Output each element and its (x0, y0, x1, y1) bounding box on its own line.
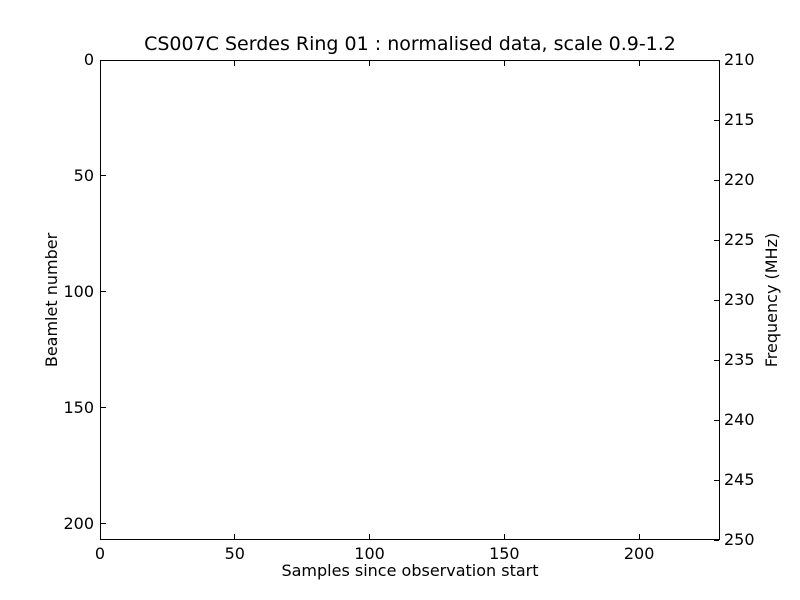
y-right-tick-mark (714, 59, 719, 61)
y-left-tick-mark (101, 523, 106, 525)
x-tick-mark-top (369, 61, 371, 66)
y-left-tick-label: 200 (63, 513, 94, 533)
x-tick-label: 50 (224, 544, 245, 563)
y-right-tick-mark (714, 299, 719, 301)
y-right-tick-mark (714, 359, 719, 361)
x-tick-mark-top (234, 61, 236, 66)
y-left-tick-label: 150 (63, 397, 94, 417)
y-left-tick-mark (101, 59, 106, 61)
y-left-tick-mark (101, 291, 106, 293)
y-right-tick-mark (714, 119, 719, 121)
x-tick-mark-top (503, 61, 505, 66)
y-right-tick-label: 225 (724, 230, 755, 249)
y-right-tick-label: 235 (724, 350, 755, 369)
y-right-tick-mark (714, 539, 719, 541)
x-tick-label: 100 (354, 544, 385, 563)
x-tick-label: 0 (94, 544, 106, 563)
y-left-tick-label: 100 (63, 281, 94, 301)
y-left-tick-mark (101, 407, 106, 409)
x-tick-mark (503, 534, 505, 539)
chart-title: CS007C Serdes Ring 01 : normalised data,… (144, 33, 676, 55)
y-right-tick-mark (714, 479, 719, 481)
x-tick-mark-top (99, 61, 101, 66)
y-right-tick-mark (714, 419, 719, 421)
x-tick-mark (638, 534, 640, 539)
plot-area (100, 60, 720, 540)
x-tick-label: 150 (489, 544, 520, 563)
y-right-tick-label: 245 (724, 470, 755, 489)
x-axis-label: Samples since observation start (281, 561, 539, 580)
y-left-tick-mark (101, 175, 106, 177)
x-tick-mark-top (638, 61, 640, 66)
y-right-tick-label: 220 (724, 170, 755, 189)
y-left-tick-label: 50 (73, 165, 94, 185)
y-right-tick-mark (714, 239, 719, 241)
y-right-tick-mark (714, 179, 719, 181)
y-right-tick-label: 210 (724, 50, 755, 69)
x-tick-label: 200 (623, 544, 655, 563)
y-right-tick-label: 250 (724, 530, 755, 549)
x-tick-mark (369, 534, 371, 539)
x-tick-mark (234, 534, 236, 539)
y-right-tick-label: 215 (724, 110, 755, 129)
y-right-tick-label: 240 (724, 410, 755, 429)
y-left-tick-label: 0 (83, 50, 94, 69)
y-right-tick-label: 230 (724, 290, 755, 309)
x-tick-mark (99, 534, 101, 539)
